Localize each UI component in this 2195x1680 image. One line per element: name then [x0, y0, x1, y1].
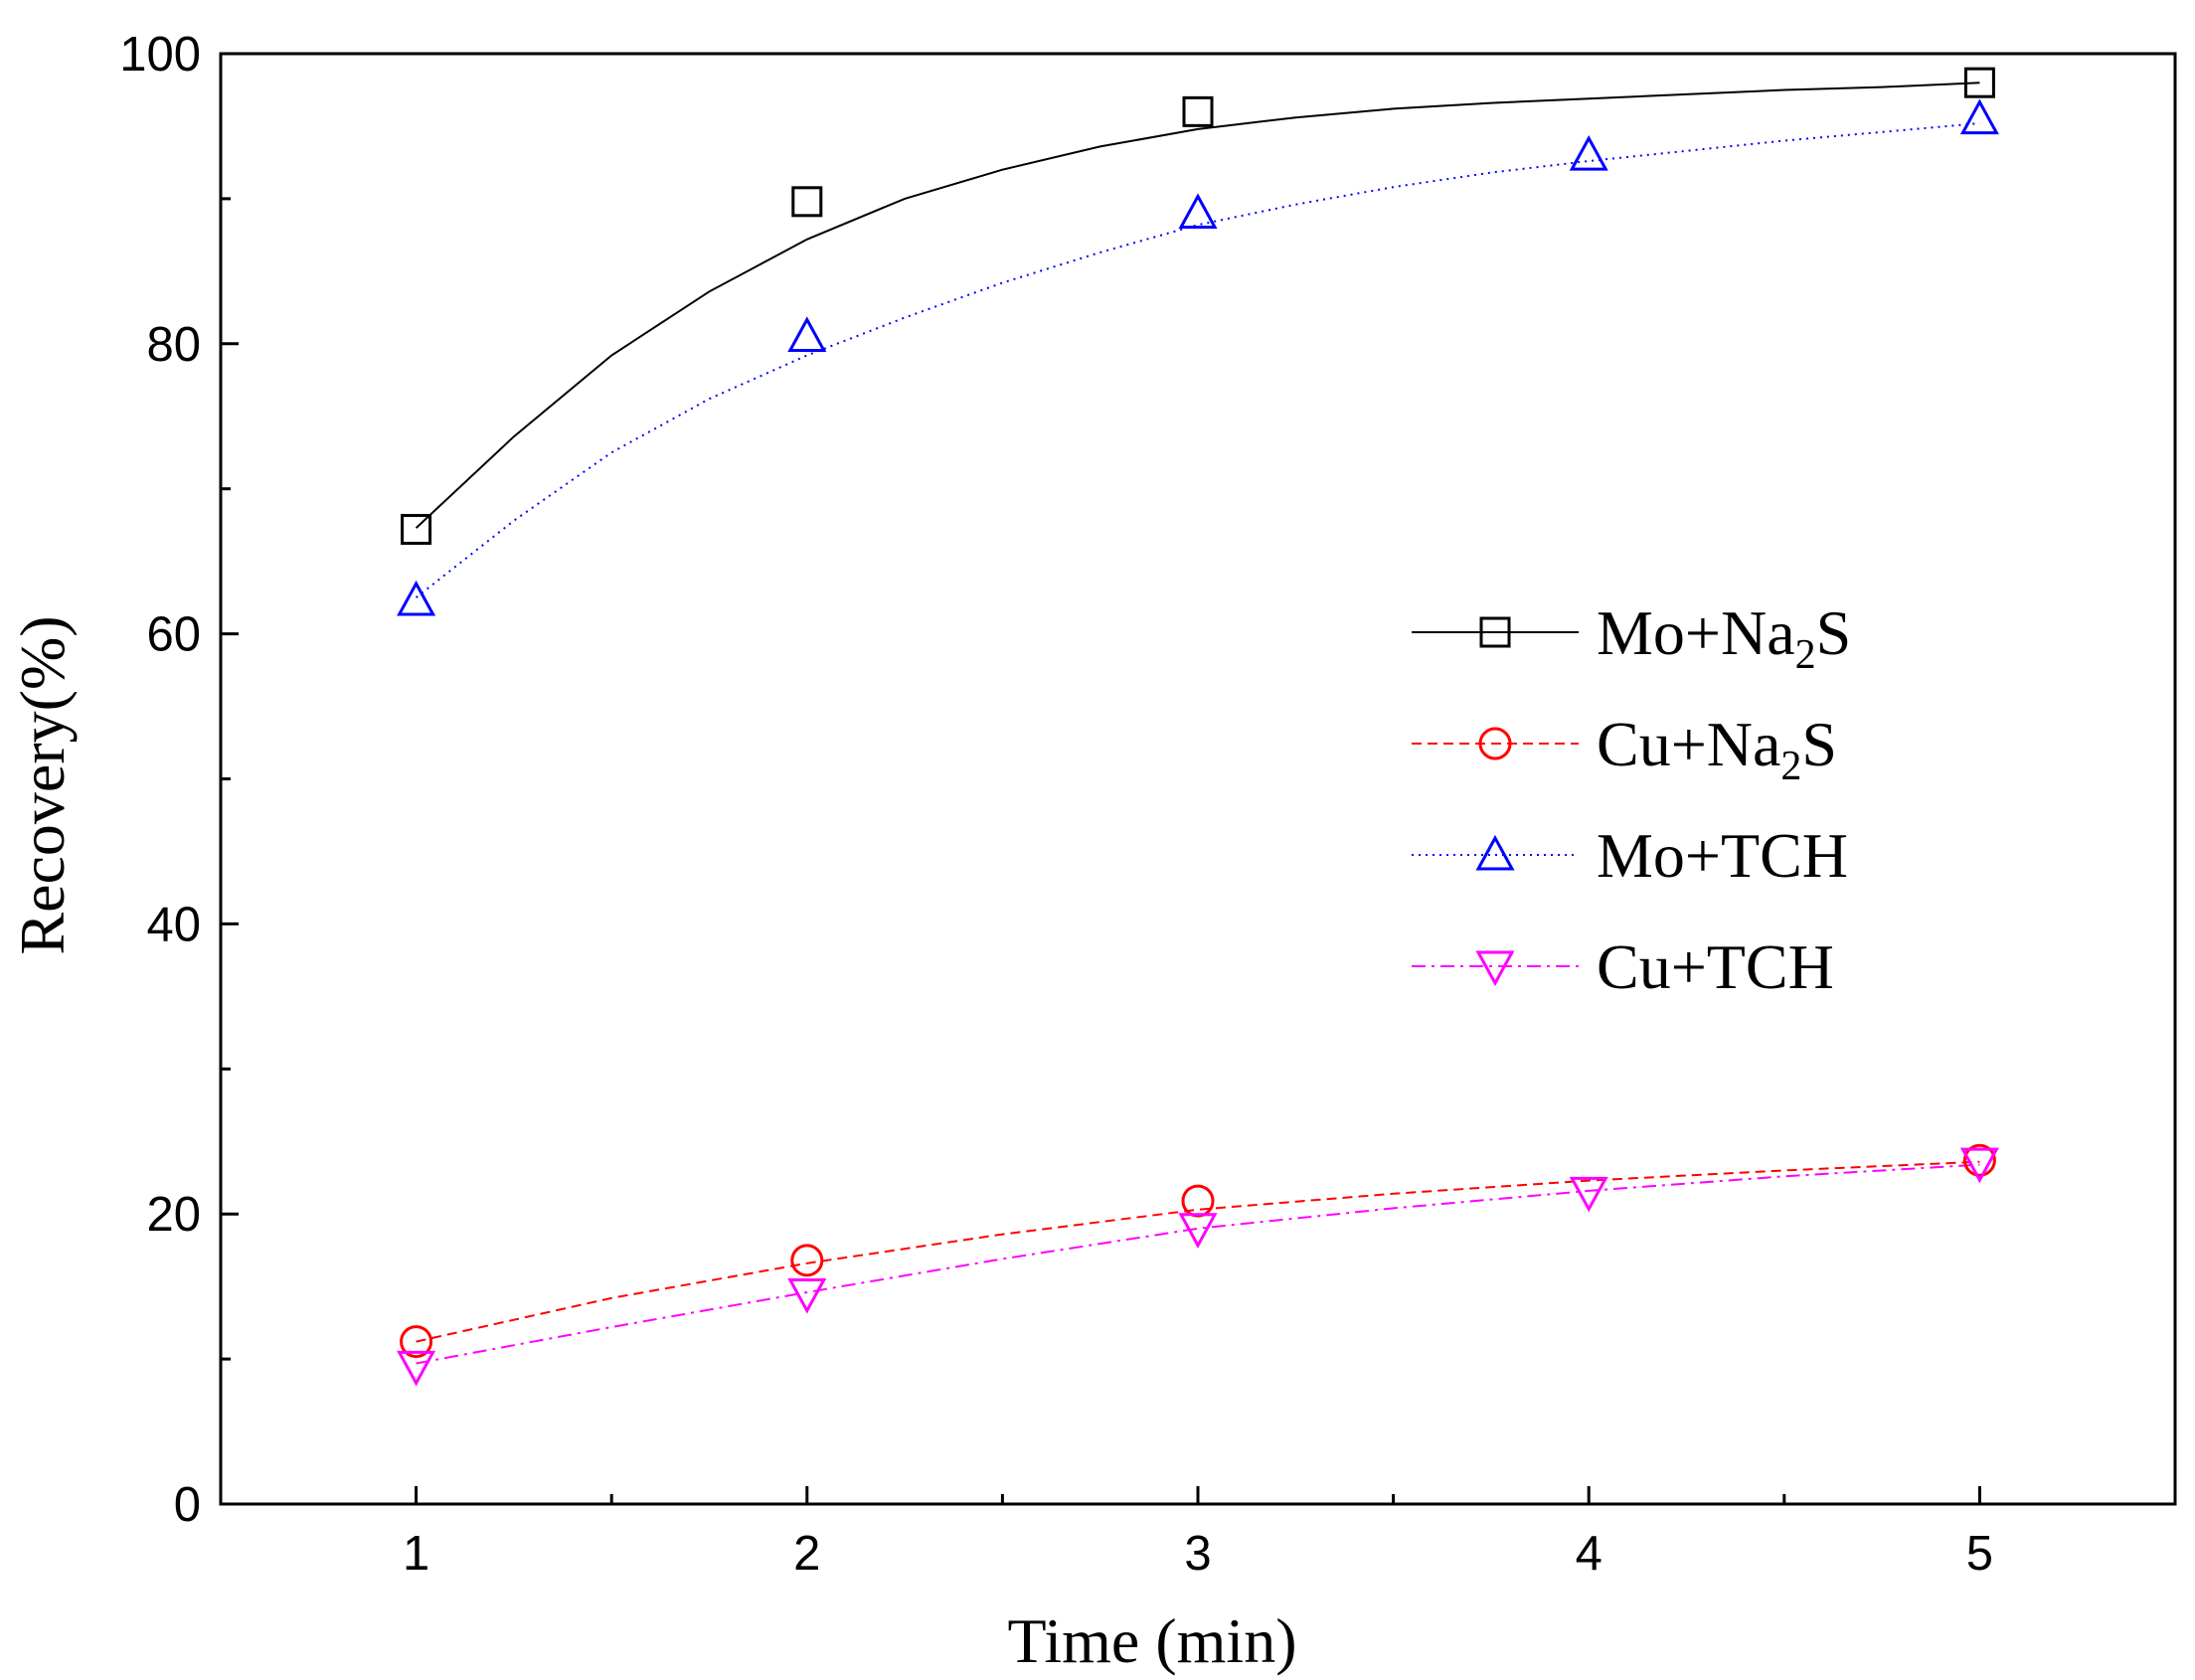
data-point-cu-na-s: [1962, 1143, 1996, 1177]
data-point-cu-na-s: [1181, 1184, 1215, 1218]
y-tick-label: 100: [119, 28, 201, 82]
legend-item-mo-na-s: Mo+Na2S: [1412, 597, 1851, 678]
legend-label: Mo+TCH: [1597, 820, 1848, 891]
series-line-cu-tch: [416, 1163, 1980, 1365]
data-point-cu-tch: [1178, 1213, 1218, 1249]
legend: Mo+Na2S Cu+Na2S Mo+TCH Cu+TCH: [1412, 597, 1851, 1002]
x-tick-label: 2: [793, 1527, 820, 1581]
y-axis-title: Recovery(%): [7, 615, 78, 954]
data-point-mo-na-s: [791, 186, 823, 218]
data-point-mo-tch: [1569, 135, 1608, 171]
x-tick-label: 4: [1576, 1527, 1603, 1581]
x-axis-title: Time (min): [1008, 1605, 1297, 1676]
data-point-cu-na-s: [790, 1244, 824, 1277]
legend-marker: [1479, 616, 1511, 648]
legend-item-mo-tch: Mo+TCH: [1412, 820, 1848, 891]
legend-marker: [1475, 834, 1515, 871]
legend-item-cu-na-s: Cu+Na2S: [1412, 709, 1837, 789]
legend-marker: [1478, 727, 1512, 760]
data-point-mo-tch: [1178, 193, 1218, 229]
legend-label: Cu+TCH: [1597, 931, 1834, 1002]
legend-label: Cu+Na2S: [1597, 709, 1837, 789]
series-line-mo-na-s: [415, 82, 1980, 529]
legend-item-cu-tch: Cu+TCH: [1412, 931, 1834, 1002]
data-point-mo-tch: [787, 316, 827, 353]
data-point-mo-na-s: [1963, 67, 1995, 98]
data-point-cu-tch: [1959, 1147, 1999, 1184]
series-line-cu-na-s: [416, 1160, 1980, 1343]
data-point-cu-na-s: [400, 1325, 433, 1359]
data-point-mo-tch: [397, 580, 436, 616]
data-point-cu-tch: [1569, 1176, 1608, 1213]
data-point-cu-tch: [787, 1277, 827, 1314]
plot-frame: [219, 52, 2177, 1506]
y-tick-label: 20: [146, 1188, 201, 1242]
y-tick-label: 60: [146, 608, 201, 662]
y-tick-label: 40: [146, 898, 201, 951]
y-tick-label: 80: [146, 318, 201, 372]
data-point-cu-tch: [397, 1350, 436, 1387]
x-tick-label: 1: [403, 1527, 429, 1581]
y-tick-label: 0: [174, 1478, 201, 1532]
data-point-mo-na-s: [1182, 95, 1214, 127]
series-markers: [397, 67, 1999, 1387]
axes: 0 20 40 60 80 100 1 2 3 4 5: [119, 28, 2177, 1581]
data-point-mo-na-s: [401, 514, 432, 546]
data-point-mo-tch: [1959, 98, 1999, 135]
legend-label: Mo+Na2S: [1597, 597, 1851, 678]
x-tick-label: 5: [1966, 1527, 1993, 1581]
x-tick-label: 3: [1184, 1527, 1211, 1581]
series-lines: [415, 82, 1980, 1365]
legend-marker: [1475, 950, 1515, 987]
